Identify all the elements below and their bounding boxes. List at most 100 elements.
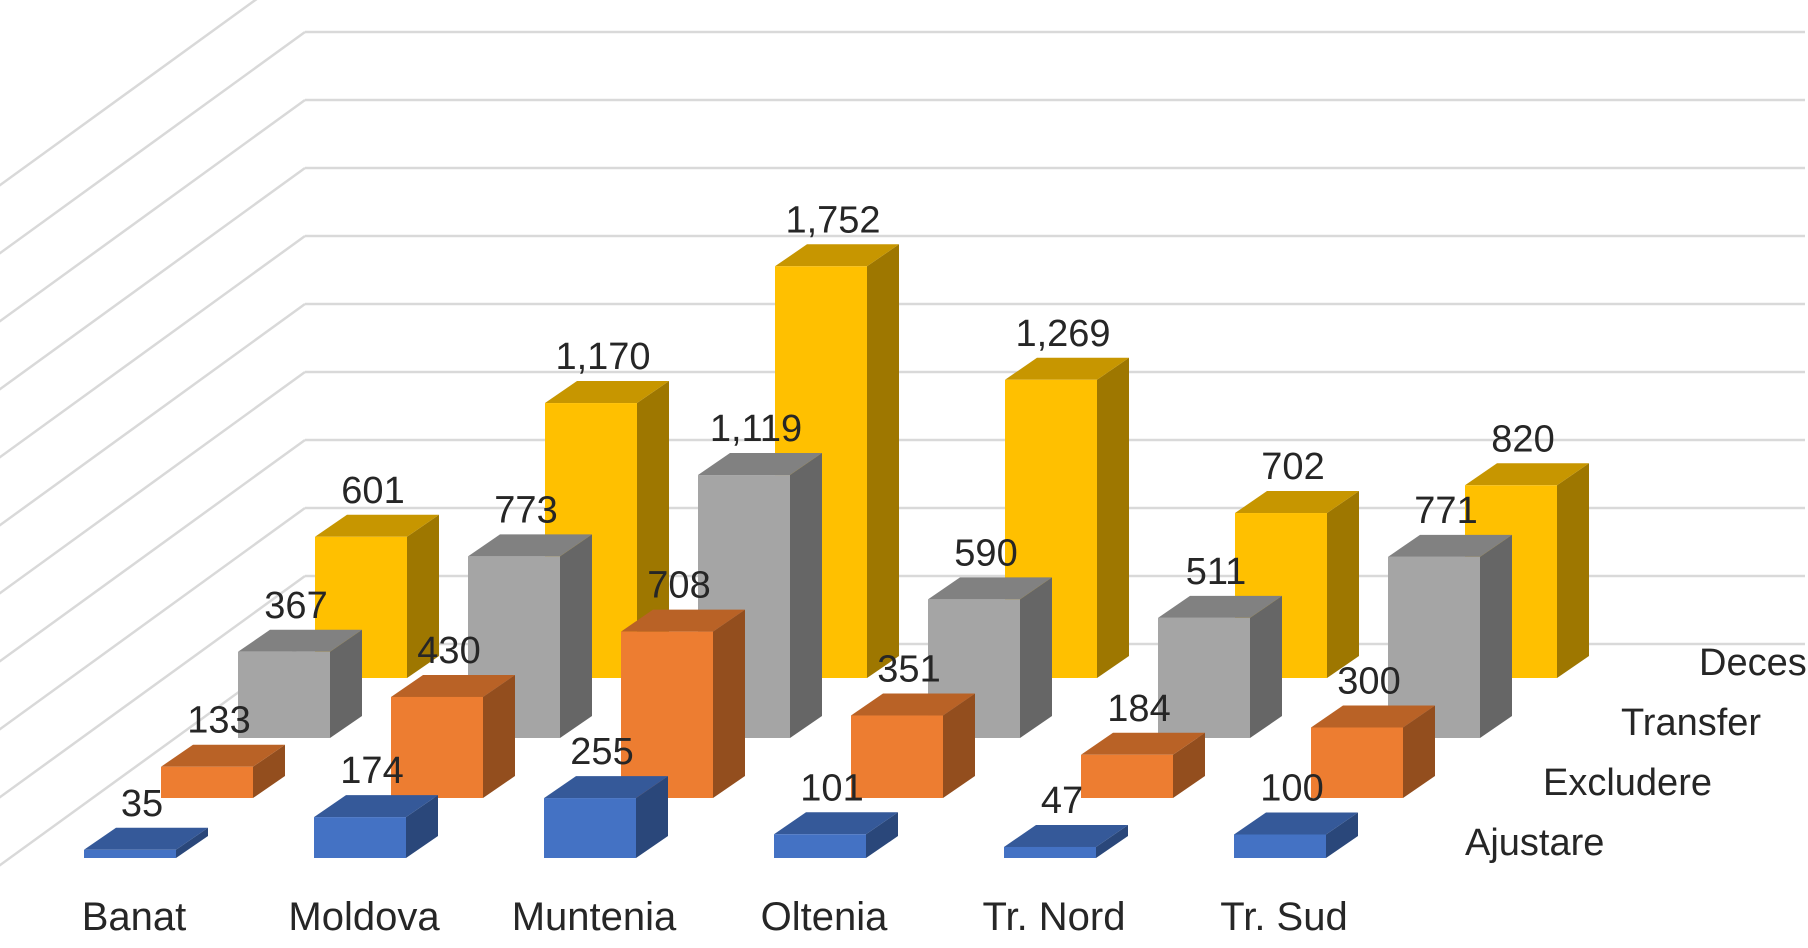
value-label: 430 — [417, 630, 480, 672]
bar-front — [314, 817, 406, 858]
series-axis: Ajustare Excludere Transfer Deces — [1465, 642, 1807, 864]
bar-side — [1097, 357, 1129, 678]
category-label: Banat — [82, 895, 187, 939]
value-label: 174 — [340, 750, 403, 792]
value-label: 773 — [494, 489, 557, 531]
category-label: Moldova — [288, 895, 440, 939]
value-label: 708 — [647, 565, 710, 607]
bar-front — [774, 834, 866, 858]
bar-side — [1020, 577, 1052, 738]
bar-excludere-muntenia — [621, 609, 745, 798]
value-label: 101 — [800, 767, 863, 809]
bar-front — [1081, 754, 1173, 798]
value-label: 133 — [187, 700, 250, 742]
gridline-side — [0, 438, 306, 663]
value-label: 511 — [1186, 551, 1247, 593]
gridline-side — [0, 574, 306, 799]
value-label: 35 — [121, 783, 163, 825]
bar-side — [636, 776, 668, 858]
bar-top — [1005, 357, 1129, 380]
value-label: 47 — [1041, 780, 1083, 822]
value-label: 590 — [954, 532, 1017, 574]
gridline-side — [0, 506, 306, 731]
bar-top — [1465, 463, 1589, 486]
bar-top — [545, 381, 669, 404]
bar-front — [1004, 846, 1096, 858]
bar-top — [84, 827, 208, 850]
series-label: Deces — [1699, 642, 1807, 684]
bar-transfer-banat — [238, 629, 362, 738]
bar-excludere-moldova — [391, 674, 515, 798]
bar-side — [1403, 705, 1435, 798]
value-label: 1,119 — [710, 408, 802, 450]
bar-top — [315, 514, 439, 537]
bar-front — [1158, 617, 1250, 738]
bar-top — [698, 453, 822, 476]
gridline-side — [0, 30, 306, 255]
series-label: Ajustare — [1465, 822, 1604, 864]
bar-ajustare-tr-nord — [1004, 824, 1128, 858]
value-label: 184 — [1107, 688, 1170, 730]
bar-top — [621, 609, 745, 632]
value-label: 601 — [341, 470, 404, 512]
bar-side — [637, 381, 669, 678]
value-label: 820 — [1491, 418, 1554, 460]
bar-side — [867, 244, 899, 678]
bar-side — [1096, 824, 1128, 858]
bar-top — [544, 776, 668, 799]
gridline-side — [0, 98, 306, 323]
bar-front — [1234, 834, 1326, 858]
value-label: 351 — [877, 649, 940, 691]
value-label: 771 — [1414, 490, 1477, 532]
bar-side — [713, 609, 745, 798]
gridline-side — [0, 234, 306, 459]
bar-side — [1480, 534, 1512, 738]
bar-side — [407, 514, 439, 678]
bar-front — [161, 766, 253, 798]
bars — [84, 244, 1589, 858]
bar-front — [851, 715, 943, 798]
bar-side — [1327, 491, 1359, 678]
bar-side — [1173, 732, 1205, 798]
bar-side — [866, 812, 898, 858]
bar-top — [161, 744, 285, 767]
bar-side — [790, 453, 822, 738]
bar-ajustare-moldova — [314, 795, 438, 858]
bar-ajustare-tr-sud — [1234, 812, 1358, 858]
bar-top — [1004, 824, 1128, 847]
bar-top — [774, 812, 898, 835]
bar-excludere-tr-nord — [1081, 732, 1205, 798]
bar-top — [1081, 732, 1205, 755]
value-label: 367 — [264, 585, 327, 627]
category-axis: Banat Moldova Muntenia Oltenia Tr. Nord Tr. S… — [82, 895, 1348, 939]
bar-top — [928, 577, 1052, 600]
bar-front — [391, 696, 483, 798]
bar-front — [84, 849, 176, 858]
bar-front — [1311, 727, 1403, 798]
category-label: Tr. Sud — [1220, 895, 1347, 939]
bar-ajustare-oltenia — [774, 812, 898, 858]
value-label: 702 — [1261, 446, 1324, 488]
bar-top — [1158, 595, 1282, 618]
bar-top — [1388, 534, 1512, 557]
bar-top — [1234, 812, 1358, 835]
bar-front — [238, 651, 330, 738]
gridline-side — [0, 302, 306, 527]
category-label: Oltenia — [761, 895, 888, 939]
value-label: 255 — [570, 731, 633, 773]
bar-deces-oltenia — [1005, 357, 1129, 678]
bar-side — [330, 629, 362, 738]
category-label: Muntenia — [512, 895, 677, 939]
bar-top — [775, 244, 899, 267]
bar-top — [238, 629, 362, 652]
value-label: 100 — [1260, 768, 1323, 810]
bar-side — [176, 827, 208, 858]
bar-top — [314, 795, 438, 818]
bar-ajustare-muntenia — [544, 776, 668, 858]
bar-side — [1557, 463, 1589, 678]
value-label: 300 — [1337, 661, 1400, 703]
bar-side — [943, 693, 975, 798]
bar-side — [483, 674, 515, 798]
gridline-side — [0, 166, 306, 391]
series-label: Excludere — [1543, 762, 1712, 804]
